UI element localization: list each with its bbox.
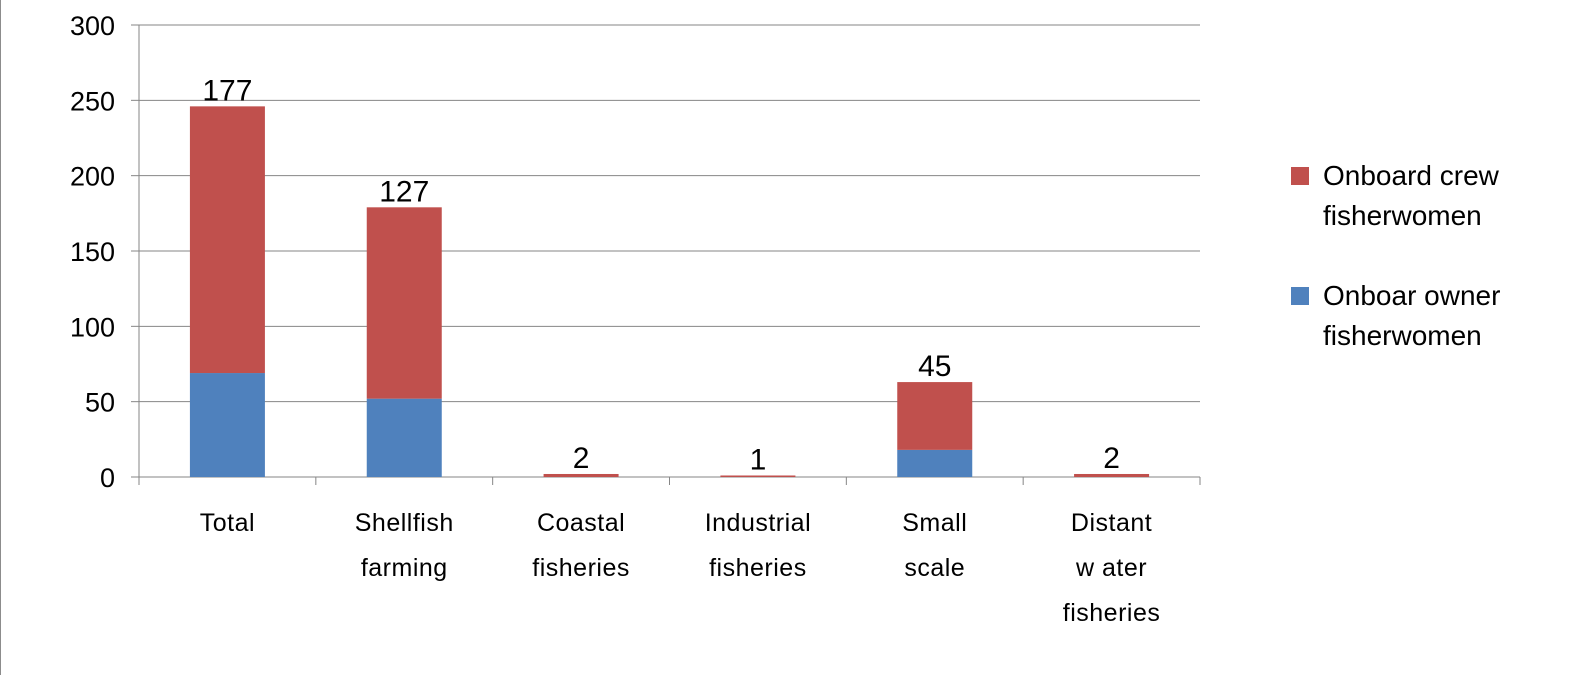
x-category-label: Distant bbox=[1071, 509, 1152, 537]
x-category-label: Shellfish bbox=[355, 509, 454, 537]
bar-segment bbox=[189, 106, 265, 374]
legend: Onboard crew fisherwomen Onboar owner fishe… bbox=[1291, 160, 1500, 351]
legend-swatch bbox=[1291, 287, 1309, 305]
bar-segment bbox=[897, 449, 973, 477]
y-tick-label: 300 bbox=[70, 11, 115, 41]
y-tick-label: 200 bbox=[70, 162, 115, 192]
legend-label: fisherwomen bbox=[1323, 200, 1482, 231]
legend-label: Onboar owner bbox=[1323, 280, 1500, 311]
bar-segment bbox=[1074, 473, 1150, 477]
x-category-label: Coastal bbox=[537, 509, 625, 537]
x-category-label: farming bbox=[361, 554, 448, 582]
y-tick-label: 0 bbox=[100, 463, 115, 493]
x-category-label: fisheries bbox=[709, 554, 807, 582]
x-category-label: Small bbox=[902, 509, 967, 537]
bar-segment bbox=[366, 207, 442, 399]
bar-segment bbox=[897, 382, 973, 450]
legend-label: Onboard crew bbox=[1323, 160, 1500, 191]
x-category-label: w ater bbox=[1075, 554, 1147, 582]
y-tick-label: 250 bbox=[70, 86, 115, 116]
y-tick-label: 50 bbox=[85, 388, 115, 418]
x-category-label: Total bbox=[200, 509, 255, 537]
bar-segment bbox=[366, 398, 442, 477]
data-label: 1 bbox=[750, 443, 767, 476]
legend-label: fisherwomen bbox=[1323, 320, 1482, 351]
x-category-label: fisheries bbox=[1063, 599, 1161, 627]
data-label: 127 bbox=[379, 175, 429, 208]
x-category-label: scale bbox=[904, 554, 965, 582]
data-label: 2 bbox=[1103, 442, 1120, 475]
data-label: 2 bbox=[573, 442, 590, 475]
y-tick-label: 150 bbox=[70, 237, 115, 267]
x-category-label: fisheries bbox=[532, 554, 630, 582]
gridlines bbox=[139, 24, 1200, 403]
labels: 177 Total 127 Shellfish farming 2 Coastal fishe… bbox=[200, 74, 1161, 627]
data-label: 177 bbox=[202, 74, 252, 107]
bar-segment bbox=[720, 475, 796, 477]
x-category-label: Industrial bbox=[705, 509, 811, 537]
legend-swatch bbox=[1291, 167, 1309, 185]
y-tick-label: 100 bbox=[70, 312, 115, 342]
bars bbox=[189, 106, 1150, 477]
data-label: 45 bbox=[918, 350, 951, 383]
bar-segment bbox=[189, 373, 265, 477]
axes: 0 50 100 150 200 250 300 bbox=[70, 11, 1201, 493]
bar-segment bbox=[543, 473, 619, 477]
